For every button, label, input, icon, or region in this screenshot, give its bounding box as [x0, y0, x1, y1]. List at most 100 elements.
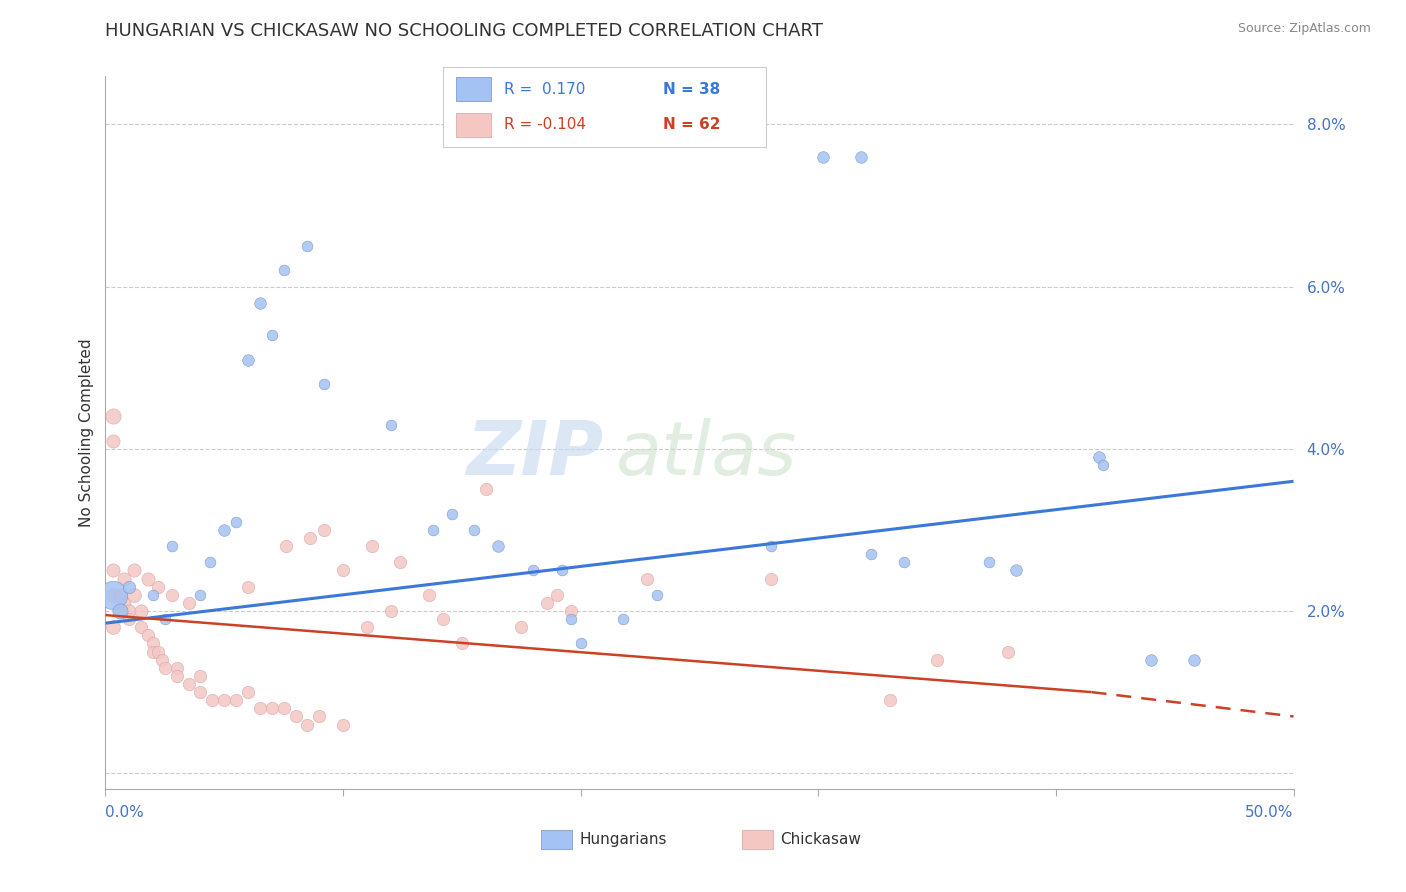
Point — [569, 636, 592, 650]
Point — [297, 717, 319, 731]
Point — [422, 523, 444, 537]
Point — [859, 547, 882, 561]
Point — [160, 588, 183, 602]
Point — [198, 555, 221, 569]
Point — [146, 580, 169, 594]
Text: R = -0.104: R = -0.104 — [505, 117, 586, 132]
Point — [308, 709, 330, 723]
Point — [177, 596, 200, 610]
Point — [560, 604, 582, 618]
Point — [260, 328, 283, 343]
Point — [879, 693, 901, 707]
Point — [114, 596, 136, 610]
Point — [129, 620, 152, 634]
Point — [284, 709, 307, 723]
Point — [136, 628, 159, 642]
Point — [441, 507, 464, 521]
Point — [380, 417, 402, 432]
Point — [114, 572, 136, 586]
Point — [122, 564, 145, 578]
Point — [136, 572, 159, 586]
Point — [811, 150, 834, 164]
Text: Hungarians: Hungarians — [579, 832, 666, 847]
Point — [101, 588, 124, 602]
Point — [849, 150, 872, 164]
Point — [536, 596, 558, 610]
Point — [273, 263, 295, 277]
Point — [1087, 450, 1109, 464]
Point — [893, 555, 915, 569]
Y-axis label: No Schooling Completed: No Schooling Completed — [79, 338, 94, 527]
Point — [118, 580, 141, 594]
Point — [214, 523, 236, 537]
Text: atlas: atlas — [616, 418, 797, 490]
Point — [510, 620, 533, 634]
Point — [332, 717, 354, 731]
Point — [997, 644, 1019, 658]
Point — [101, 409, 124, 424]
Point — [249, 701, 271, 715]
Text: R =  0.170: R = 0.170 — [505, 82, 586, 97]
Text: Source: ZipAtlas.com: Source: ZipAtlas.com — [1237, 22, 1371, 36]
Point — [129, 604, 152, 618]
Text: ZIP: ZIP — [467, 417, 605, 491]
Point — [474, 483, 496, 497]
Point — [201, 693, 224, 707]
Point — [153, 612, 176, 626]
Point — [463, 523, 485, 537]
Point — [636, 572, 658, 586]
Point — [486, 539, 509, 553]
Point — [312, 523, 335, 537]
Point — [122, 588, 145, 602]
Point — [153, 661, 176, 675]
Point — [450, 636, 472, 650]
Point — [225, 515, 247, 529]
Point — [101, 434, 124, 448]
Point — [389, 555, 412, 569]
Point — [1004, 564, 1026, 578]
Point — [522, 564, 544, 578]
Point — [260, 701, 283, 715]
Point — [142, 644, 165, 658]
Point — [380, 604, 402, 618]
Point — [1140, 653, 1163, 667]
Point — [166, 661, 188, 675]
Point — [190, 685, 212, 699]
Point — [273, 701, 295, 715]
Text: N = 62: N = 62 — [662, 117, 720, 132]
Point — [925, 653, 948, 667]
Point — [146, 644, 169, 658]
Point — [979, 555, 1001, 569]
Point — [249, 296, 271, 310]
Point — [360, 539, 382, 553]
Point — [1092, 458, 1115, 472]
Point — [101, 588, 124, 602]
Point — [190, 588, 212, 602]
Point — [546, 588, 568, 602]
Point — [759, 572, 782, 586]
Point — [645, 588, 668, 602]
Text: 50.0%: 50.0% — [1246, 805, 1294, 820]
Point — [297, 239, 319, 253]
Point — [101, 564, 124, 578]
Point — [177, 677, 200, 691]
Point — [225, 693, 247, 707]
Bar — [456, 112, 492, 136]
Point — [1182, 653, 1205, 667]
Point — [108, 588, 131, 602]
Text: 0.0%: 0.0% — [105, 805, 145, 820]
Point — [142, 636, 165, 650]
Point — [612, 612, 634, 626]
Point — [550, 564, 572, 578]
Text: HUNGARIAN VS CHICKASAW NO SCHOOLING COMPLETED CORRELATION CHART: HUNGARIAN VS CHICKASAW NO SCHOOLING COMP… — [105, 22, 824, 40]
Point — [236, 352, 259, 367]
Point — [166, 669, 188, 683]
Point — [190, 669, 212, 683]
Point — [236, 685, 259, 699]
Point — [560, 612, 582, 626]
Point — [152, 653, 174, 667]
Point — [298, 531, 321, 545]
Point — [118, 612, 141, 626]
Point — [274, 539, 297, 553]
Point — [356, 620, 378, 634]
